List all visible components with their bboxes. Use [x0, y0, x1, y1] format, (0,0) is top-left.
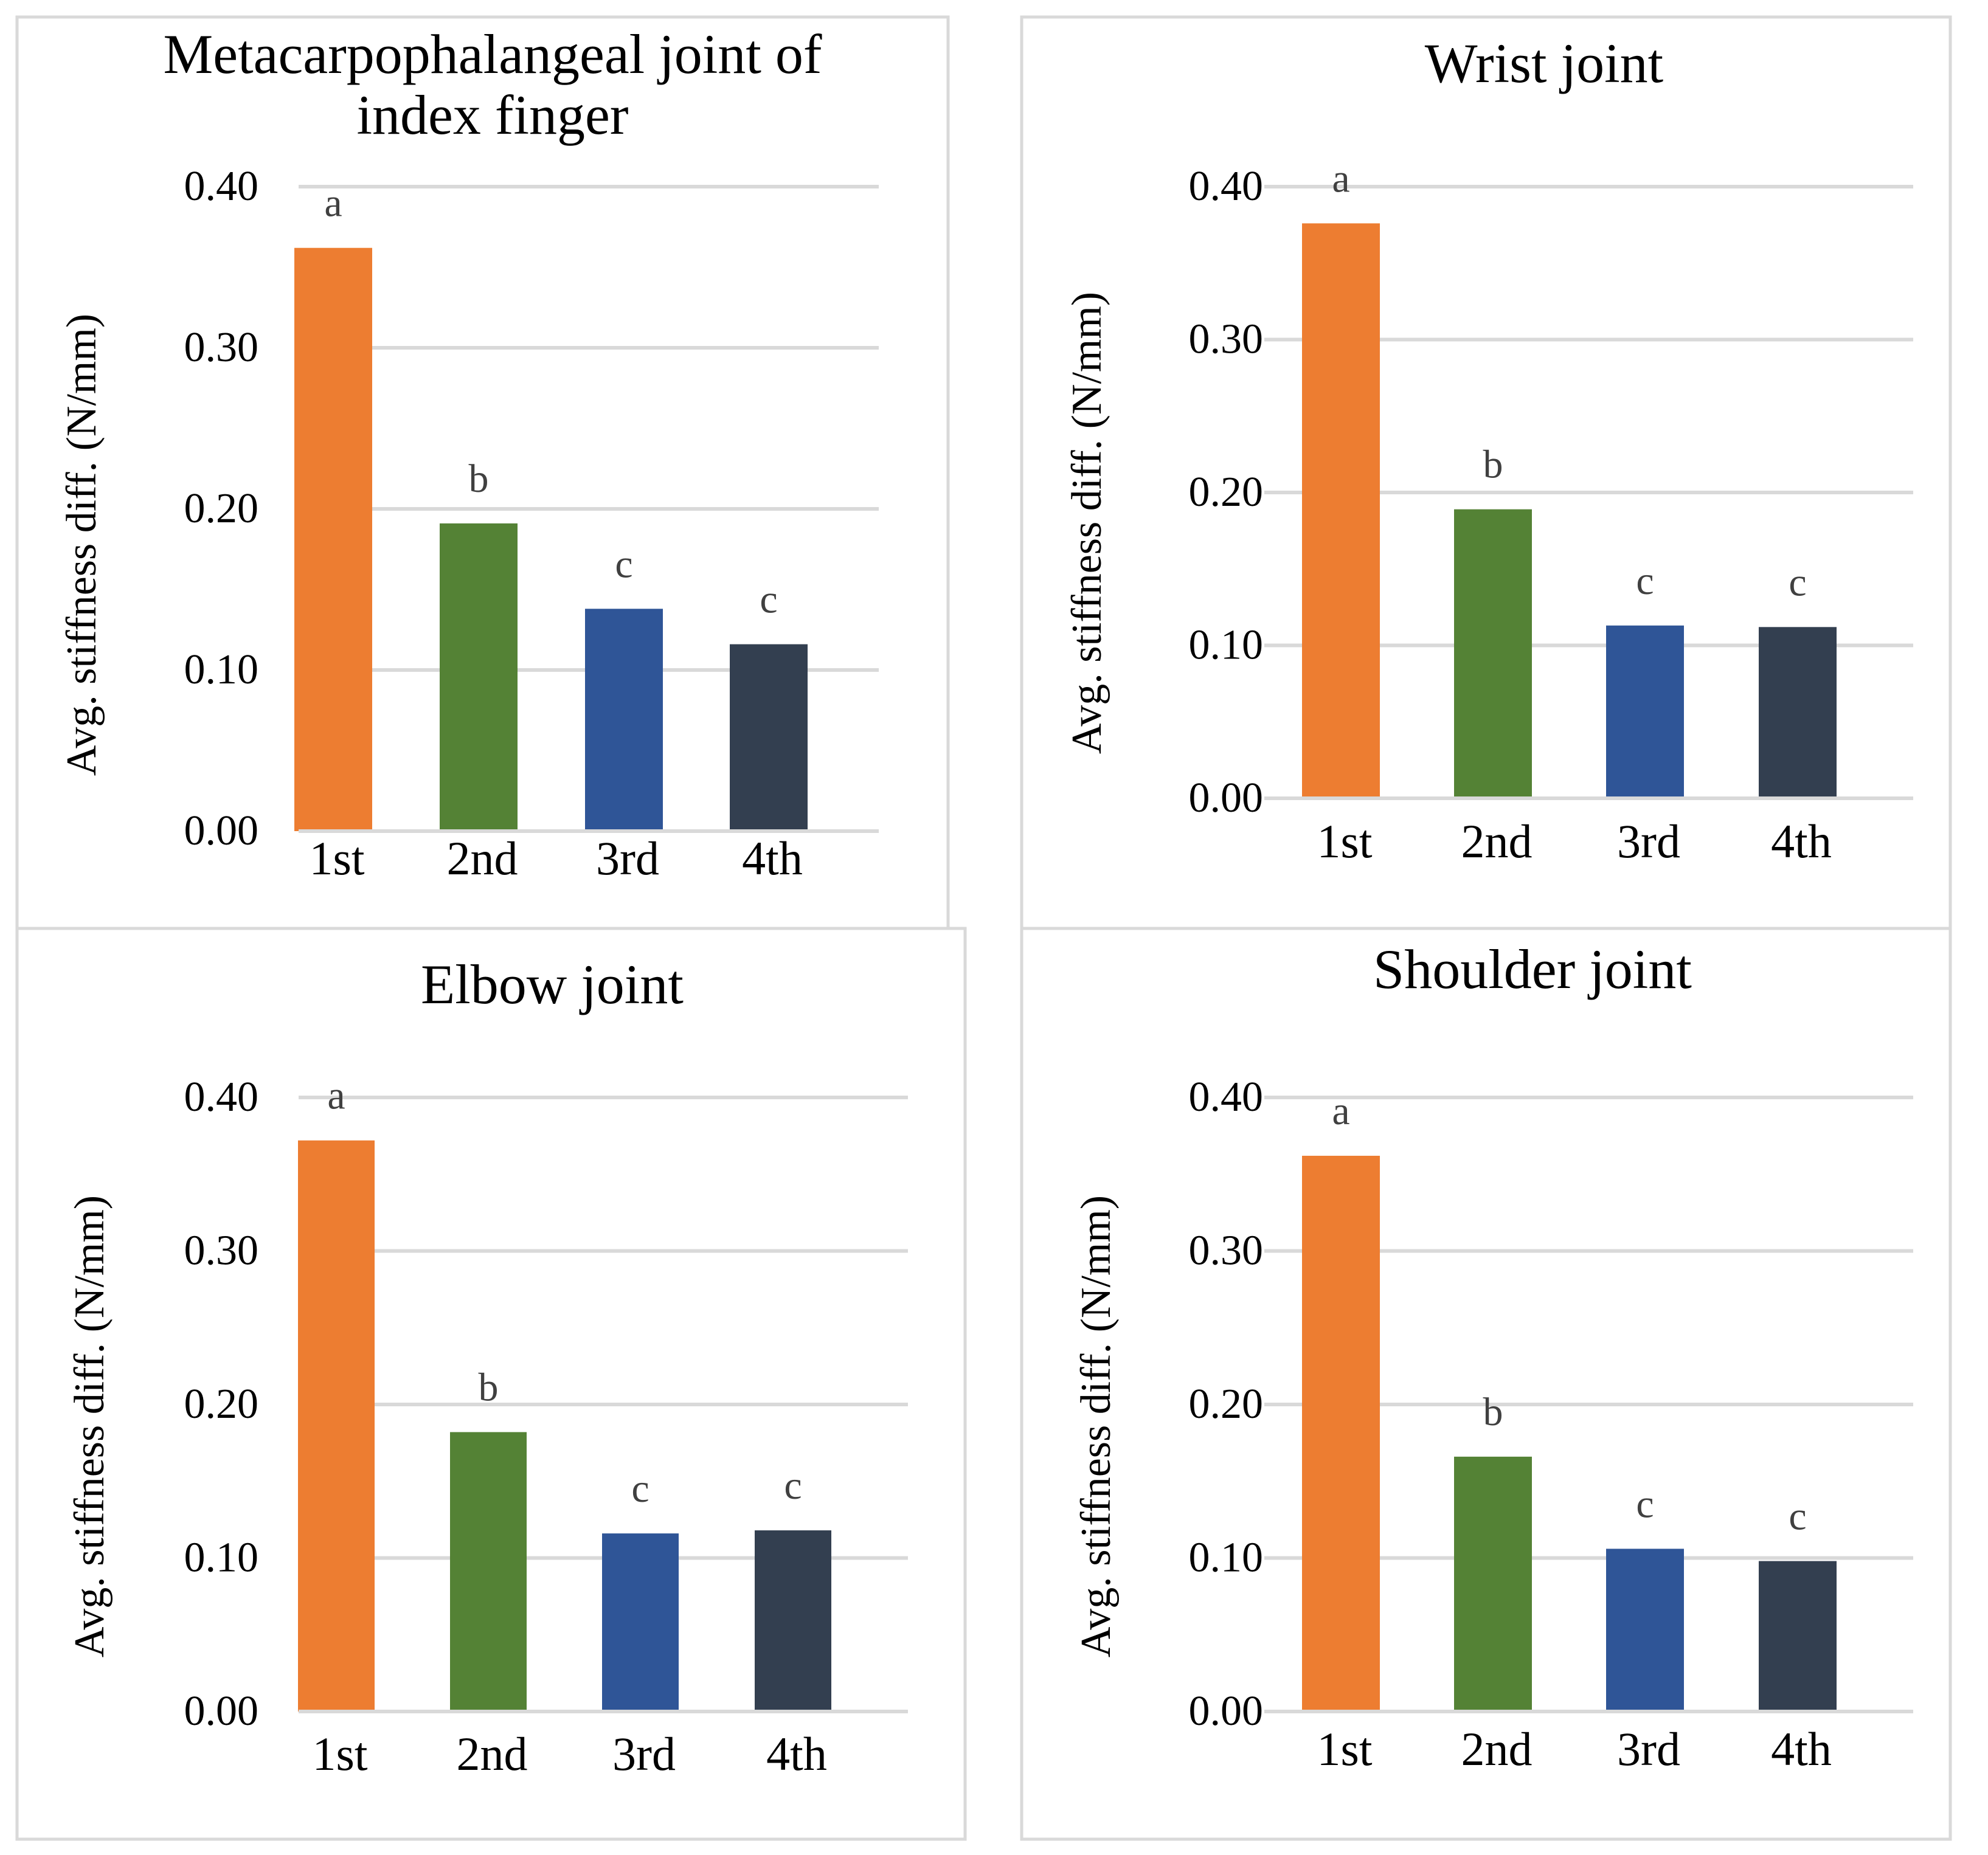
- chart-panel-mcp-index: 0.00 0.10 0.20 0.30 0.40 a 1st b 2nd c 3rd c 4th Meta…: [15, 15, 950, 930]
- x-tick-label: 1st: [1317, 1722, 1372, 1775]
- bar-4th: [1759, 627, 1837, 798]
- y-tick-label: 0.30: [184, 1228, 259, 1274]
- bar-3rd: [1606, 625, 1684, 798]
- x-tick-label: 1st: [312, 1727, 367, 1780]
- significance-label: c: [784, 1463, 802, 1508]
- chart-title: Metacarpophalangeal joint of: [163, 23, 822, 85]
- chart-title: index finger: [356, 84, 628, 146]
- chart-title: Wrist joint: [1425, 32, 1664, 94]
- x-tick-label: 1st: [309, 832, 364, 885]
- bar-3rd: [602, 1533, 679, 1712]
- y-axis-label: Avg. stiffness diff. (N/mm): [58, 314, 105, 776]
- significance-label: c: [760, 578, 777, 622]
- x-tick-label: 3rd: [1617, 1722, 1680, 1775]
- significance-label: a: [1332, 156, 1349, 201]
- significance-label: c: [615, 542, 632, 586]
- x-tick-label: 2nd: [1461, 1722, 1533, 1775]
- bar-2nd: [440, 523, 518, 831]
- bar-4th: [1759, 1561, 1837, 1712]
- y-axis-label: Avg. stiffness diff. (N/mm): [1064, 292, 1110, 754]
- x-tick-label: 2nd: [1461, 815, 1533, 868]
- y-tick-label: 0.10: [184, 1535, 259, 1581]
- y-tick-label: 0.10: [184, 646, 259, 693]
- significance-label: c: [1636, 1482, 1654, 1526]
- y-tick-label: 0.30: [1189, 316, 1264, 363]
- x-tick-label: 4th: [766, 1727, 827, 1780]
- y-axis-label: Avg. stiffness diff. (N/mm): [66, 1195, 113, 1657]
- significance-label: b: [479, 1365, 499, 1409]
- y-tick-label: 0.40: [184, 1074, 259, 1121]
- bar-4th: [755, 1530, 831, 1712]
- chart-title: Shoulder joint: [1373, 938, 1692, 1000]
- y-tick-label: 0.20: [184, 485, 259, 532]
- chart-panel-elbow: 0.00 0.10 0.20 0.30 0.40 a 1st b 2nd c 3rd c 4th Elbo…: [15, 927, 967, 1841]
- bar-2nd: [1454, 1456, 1532, 1712]
- panel-border: [1020, 927, 1952, 1841]
- significance-label: c: [1789, 1494, 1806, 1539]
- bar-1st: [1302, 223, 1380, 798]
- x-tick-label: 3rd: [612, 1727, 676, 1780]
- y-tick-label: 0.00: [1189, 775, 1264, 821]
- significance-label: c: [1789, 560, 1806, 604]
- x-tick-label: 3rd: [596, 832, 659, 885]
- chart-title: Elbow joint: [421, 953, 684, 1015]
- significance-label: b: [469, 457, 489, 501]
- bar-2nd: [450, 1432, 527, 1712]
- x-tick-label: 4th: [1771, 1722, 1832, 1775]
- x-tick-label: 1st: [1317, 815, 1372, 868]
- y-tick-label: 0.10: [1189, 1535, 1264, 1581]
- y-tick-label: 0.00: [184, 1688, 259, 1735]
- y-tick-label: 0.20: [1189, 469, 1264, 516]
- bar-3rd: [1606, 1549, 1684, 1712]
- chart-panel-wrist: 0.00 0.10 0.20 0.30 0.40 a 1st b 2nd c 3rd c 4th Wris…: [1020, 15, 1952, 930]
- significance-label: c: [1636, 559, 1654, 603]
- x-tick-label: 2nd: [447, 832, 518, 885]
- x-tick-label: 4th: [742, 832, 803, 885]
- significance-label: a: [327, 1074, 345, 1118]
- bar-1st: [294, 247, 372, 831]
- y-tick-label: 0.30: [1189, 1228, 1264, 1274]
- significance-label: b: [1483, 1390, 1503, 1434]
- significance-label: a: [1332, 1089, 1349, 1133]
- y-tick-label: 0.10: [1189, 622, 1264, 669]
- x-tick-label: 4th: [1771, 815, 1832, 868]
- x-tick-label: 2nd: [457, 1727, 528, 1780]
- bar-1st: [1302, 1155, 1380, 1712]
- y-axis-label: Avg. stiffness diff. (N/mm): [1073, 1195, 1120, 1657]
- y-tick-label: 0.00: [184, 807, 259, 854]
- significance-label: b: [1483, 443, 1503, 487]
- y-tick-label: 0.20: [184, 1381, 259, 1428]
- bar-3rd: [585, 609, 663, 831]
- significance-label: c: [631, 1466, 649, 1511]
- y-tick-label: 0.40: [184, 163, 259, 210]
- x-tick-label: 3rd: [1617, 815, 1680, 868]
- y-tick-label: 0.40: [1189, 1074, 1264, 1121]
- chart-panel-shoulder: 0.00 0.10 0.20 0.30 0.40 a 1st b 2nd c 3rd c 4th Shou…: [1020, 927, 1952, 1841]
- bar-2nd: [1454, 509, 1532, 798]
- y-tick-label: 0.40: [1189, 163, 1264, 210]
- y-tick-label: 0.30: [184, 324, 259, 371]
- significance-label: a: [324, 181, 342, 226]
- bar-1st: [298, 1140, 375, 1712]
- y-tick-label: 0.00: [1189, 1688, 1264, 1735]
- bar-4th: [730, 644, 808, 831]
- y-tick-label: 0.20: [1189, 1381, 1264, 1428]
- panel-border: [15, 927, 967, 1841]
